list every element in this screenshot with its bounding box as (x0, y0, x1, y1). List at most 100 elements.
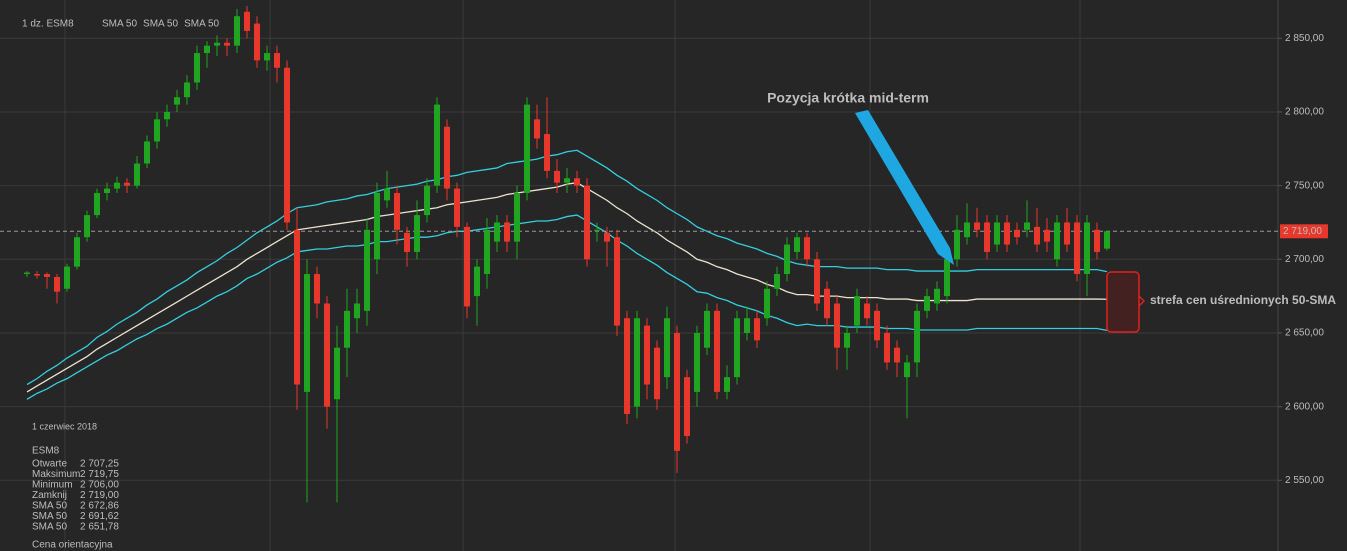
candle-body (994, 222, 1000, 245)
arrow (855, 110, 954, 265)
legend-entry: SMA 50 (102, 19, 137, 30)
bracket-tip (1138, 295, 1146, 307)
info-label: Zamknij (32, 490, 67, 501)
y-tick-label: 2 850,00 (1285, 33, 1324, 44)
candle-body (674, 332, 680, 451)
info-value: 2 691,62 (80, 511, 119, 522)
candle-body (444, 126, 450, 189)
y-tick-label: 2 650,00 (1285, 328, 1324, 339)
candle-body (94, 192, 100, 216)
candle-body (904, 362, 910, 378)
candle-body (294, 229, 300, 385)
candle-body (754, 318, 760, 341)
candle-body (74, 237, 80, 267)
candle-body (124, 182, 130, 186)
candle-body (374, 192, 380, 260)
info-label: Minimum (32, 480, 73, 491)
candle-body (564, 178, 570, 183)
candle-body (724, 377, 730, 392)
candle-body (414, 215, 420, 252)
date-dividers (64, 0, 1081, 551)
candle-body (604, 232, 610, 242)
info-label: Otwarte (32, 459, 67, 470)
candle-body (544, 134, 550, 171)
candle-body (584, 185, 590, 260)
info-label: SMA 50 (32, 522, 67, 533)
candle-body (664, 318, 670, 378)
candle-body (24, 272, 30, 275)
candle-body (264, 53, 270, 61)
candle-body (344, 310, 350, 348)
candle-body (324, 303, 330, 407)
info-value: 2 719,00 (80, 490, 119, 501)
info-label: SMA 50 (32, 511, 67, 522)
y-tick-label: 2 600,00 (1285, 401, 1324, 412)
info-date: 1 czerwiec 2018 (32, 421, 97, 431)
candle-body (314, 274, 320, 304)
candle-body (624, 318, 630, 414)
candle-body (694, 332, 700, 392)
y-tick-label: 2 700,00 (1285, 254, 1324, 265)
candle-body (474, 266, 480, 297)
info-value: 2 707,25 (80, 459, 119, 470)
candle-body (1004, 222, 1010, 245)
candle-body (194, 53, 200, 83)
candle-body (284, 67, 290, 223)
candle-body (254, 23, 260, 61)
candle-body (734, 318, 740, 378)
legend-entry: SMA 50 (184, 19, 219, 30)
info-value: 2 651,78 (80, 522, 119, 533)
candle-body (454, 188, 460, 227)
candle-body (1024, 222, 1030, 230)
candle-body (984, 222, 990, 252)
candle-body (854, 296, 860, 326)
candle-body (384, 188, 390, 201)
candle-body (554, 170, 560, 183)
info-label: SMA 50 (32, 501, 67, 512)
candle-body (934, 288, 940, 304)
candle-body (154, 119, 160, 142)
candle-body (224, 42, 230, 46)
candle-body (774, 274, 780, 289)
candle-body (54, 276, 60, 292)
candle-body (514, 192, 520, 242)
info-value: 2 672,86 (80, 501, 119, 512)
candle-body (34, 274, 40, 276)
candle-body (274, 53, 280, 68)
candle-body (144, 141, 150, 164)
candle-body (44, 274, 50, 277)
arrow-label: Pozycja krótka mid-term (767, 90, 929, 106)
candle-body (714, 310, 720, 392)
last-price-label: 2 719,00 (1283, 226, 1322, 237)
candle-body (744, 318, 750, 333)
candle-body (214, 42, 220, 46)
candle-body (894, 347, 900, 363)
candle-body (974, 222, 980, 230)
candle-body (64, 266, 70, 289)
candle-body (924, 296, 930, 311)
info-value: 2 706,00 (80, 480, 119, 491)
candle-body (494, 222, 500, 242)
candle-body (704, 310, 710, 348)
candle-body (304, 274, 310, 392)
zone-label: strefa cen uśrednionych 50-SMA (1150, 293, 1336, 307)
candle-body (84, 215, 90, 238)
info-footer: Cena orientacyjna (32, 540, 113, 551)
header: 1 dz. ESM8 (22, 19, 74, 30)
candle-body (1044, 229, 1050, 242)
y-tick-label: 2 800,00 (1285, 107, 1324, 118)
candle-body (1104, 231, 1110, 249)
candle-body (164, 111, 170, 120)
candle-body (424, 185, 430, 216)
candle-body (804, 237, 810, 260)
candle-body (944, 259, 950, 297)
candle-body (834, 303, 840, 348)
candle-body (634, 318, 640, 407)
candle-body (1064, 222, 1070, 245)
candle-body (614, 237, 620, 326)
candle-body (874, 310, 880, 341)
candle-body (844, 332, 850, 348)
candle-body (524, 104, 530, 193)
